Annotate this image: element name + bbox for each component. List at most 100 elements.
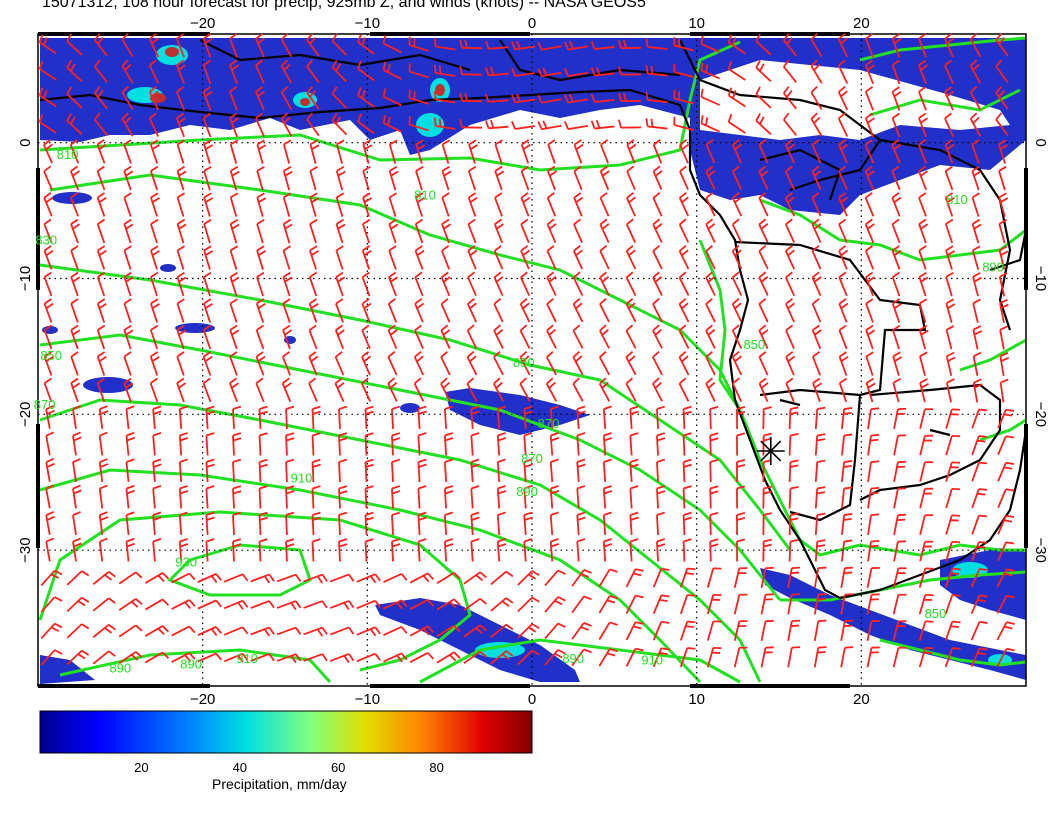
wind-barb [519, 350, 531, 376]
wind-barb [549, 458, 559, 483]
wind-barb [733, 646, 748, 668]
wind-barb [971, 488, 988, 509]
wind-barb [547, 139, 556, 164]
wind-barb [205, 405, 215, 430]
wind-barb [996, 594, 1015, 614]
wind-barb [335, 165, 346, 191]
wind-barb [731, 298, 743, 323]
wind-barb [788, 485, 799, 509]
wind-barb [66, 623, 90, 639]
wind-barb [760, 566, 774, 588]
wind-barb [123, 139, 132, 164]
wind-barb [178, 405, 188, 430]
wind-barb [919, 408, 934, 429]
wind-barb [762, 485, 772, 509]
wind-barb [599, 245, 610, 270]
wind-barb [335, 298, 344, 323]
wind-barb [125, 484, 136, 509]
wind-barb [149, 351, 160, 376]
wind-barb [838, 324, 848, 350]
wind-barb [96, 245, 107, 270]
wind-barb [255, 86, 266, 111]
wind-barb [197, 599, 222, 610]
wind-barb [546, 192, 557, 217]
wind-barb [96, 192, 107, 217]
wind-barb [519, 324, 531, 349]
wind-barb [572, 377, 584, 402]
wind-barb [123, 218, 134, 244]
wind-barb [733, 593, 748, 615]
precip-gap [700, 60, 1010, 140]
wind-barb [736, 485, 746, 509]
wind-barb [682, 511, 692, 536]
wind-barb [283, 139, 292, 164]
wind-barb [45, 537, 55, 562]
wind-barb [256, 271, 265, 297]
wind-barb [709, 405, 719, 430]
contour-label: 890 [180, 656, 202, 671]
wind-barb [618, 92, 642, 103]
wind-barb [331, 33, 348, 56]
wind-barb [335, 218, 346, 244]
wind-barb [152, 458, 162, 483]
wind-barb [517, 649, 540, 666]
wind-barb [357, 113, 375, 135]
wind-barb [96, 324, 106, 350]
wind-barb [866, 566, 880, 588]
wind-barb [919, 378, 930, 403]
wind-barb [414, 298, 425, 323]
wind-barb [709, 485, 719, 509]
wind-barb [544, 569, 566, 587]
wind-barb [229, 33, 238, 58]
wind-barb [360, 377, 372, 402]
wind-barb [656, 432, 666, 456]
wind-barb [232, 458, 242, 483]
wind-barb [255, 324, 265, 350]
wind-barb [356, 573, 381, 584]
wind-barb [223, 626, 249, 636]
wind-barb [971, 514, 988, 535]
wind-barb [202, 351, 213, 376]
wind-barb [590, 119, 615, 130]
wind-barb [470, 405, 480, 430]
wind-barb [388, 245, 397, 270]
wind-barb [679, 620, 696, 641]
wind-barb [590, 41, 615, 50]
wind-barb [731, 351, 743, 376]
wind-barb [329, 573, 355, 583]
wind-barb [867, 407, 880, 430]
wind-barb [413, 377, 425, 402]
wind-barb [38, 34, 57, 55]
wind-barb [202, 324, 212, 350]
wind-barb [336, 139, 345, 164]
wind-barb [338, 432, 348, 456]
wind-barb [338, 405, 348, 430]
wind-barb [356, 652, 381, 663]
contour-label: 890 [982, 260, 1004, 275]
wind-barb [171, 652, 196, 663]
wind-barb [45, 404, 55, 429]
wind-barb [564, 68, 589, 77]
wind-barb [357, 34, 375, 55]
wind-barb [682, 485, 692, 509]
wind-barb [511, 68, 536, 77]
wind-barb [999, 352, 1010, 377]
wind-barb [602, 485, 613, 509]
wind-barb [282, 298, 291, 323]
wind-barb [785, 245, 795, 270]
wind-barb [205, 538, 215, 562]
wind-barb [998, 219, 1008, 244]
wind-barb [679, 165, 689, 190]
wind-barb [706, 567, 722, 588]
wind-barb [838, 271, 848, 297]
wind-barb [45, 457, 55, 482]
wind-barb [468, 139, 479, 164]
wind-barb [656, 511, 666, 536]
wind-barb [652, 620, 670, 641]
wind-barb [459, 119, 483, 129]
wind-barb [45, 510, 55, 535]
wind-barb [944, 192, 955, 217]
wind-barb [545, 377, 558, 402]
wind-barb [618, 119, 642, 129]
wind-barb [813, 593, 827, 615]
